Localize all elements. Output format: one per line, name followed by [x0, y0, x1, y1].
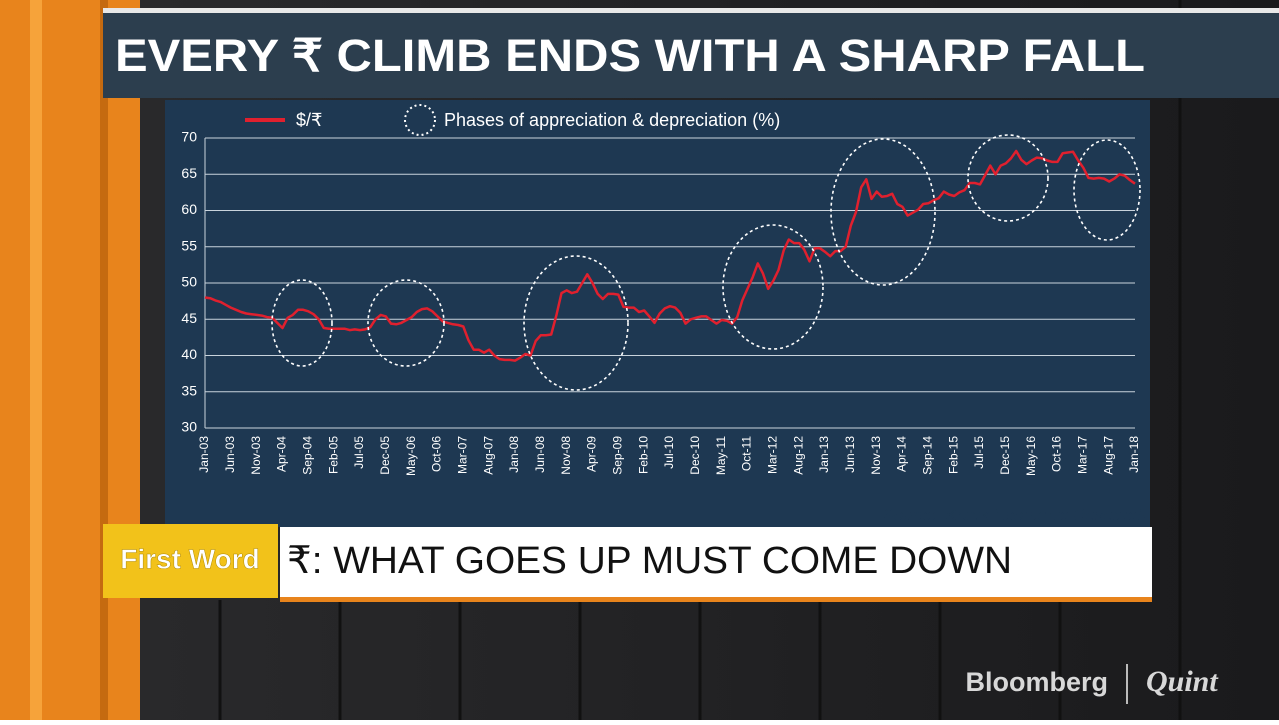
plot: 30 35 40 45 50 55 60 65 70 Jan-03 Jun-03 Nov-03 Apr-…	[181, 129, 1141, 476]
x-tick-label: Feb-10	[636, 436, 650, 474]
x-tick-label: Jun-08	[533, 436, 547, 473]
y-tick-label: 30	[181, 419, 197, 435]
x-tick-label: Aug-12	[791, 436, 805, 475]
y-tick-label: 60	[181, 201, 197, 217]
phase-circles	[271, 134, 1141, 391]
lower-third-text: ₹: WHAT GOES UP MUST COME DOWN	[287, 540, 1012, 582]
y-tick-label: 55	[181, 237, 197, 253]
x-tick-label: Aug-07	[481, 436, 495, 475]
source: Source: Kotak Economic Research	[882, 505, 1146, 524]
x-tick-label: Apr-14	[895, 436, 909, 472]
lower-third	[280, 527, 1152, 597]
y-tick-label: 40	[181, 346, 197, 362]
x-tick-label: Apr-04	[275, 436, 289, 472]
headline: EVERY ₹ CLIMB ENDS WITH A SHARP FALL	[115, 30, 1145, 81]
x-tick-label: Nov-03	[249, 436, 263, 475]
tag: First Word	[120, 543, 259, 574]
chart-panel	[165, 100, 1150, 527]
headline-rule	[103, 8, 1279, 13]
y-tick-label: 70	[181, 129, 197, 145]
legend-label: $/₹	[296, 110, 322, 130]
x-tick-label: Jul-10	[662, 436, 676, 469]
x-tick-label: Feb-15	[946, 436, 960, 474]
lower-third-rule	[280, 597, 1152, 602]
tag-box	[103, 524, 278, 598]
y-tick-label: 45	[181, 310, 197, 326]
x-tick-label: Sep-09	[611, 436, 625, 475]
x-tick-label: Dec-05	[378, 436, 392, 475]
x-tick-label: Sep-04	[301, 436, 315, 475]
headline-bar	[103, 12, 1279, 98]
x-tick-label: Jan-13	[817, 436, 831, 473]
logo-left: Bloomberg	[965, 667, 1108, 697]
x-tick-label: May-16	[1024, 436, 1038, 476]
pillar-highlight	[30, 0, 42, 720]
x-tick-label: Aug-17	[1101, 436, 1115, 475]
annotation-swatch	[404, 104, 436, 136]
annotation-label: Phases of appreciation & depreciation (%…	[444, 110, 780, 130]
x-tick-label: Oct-11	[740, 436, 754, 471]
x-tick-label: Apr-09	[585, 436, 599, 472]
x-tick-label: Jul-05	[352, 436, 366, 469]
pillar-edge	[100, 0, 108, 720]
x-tick-label: Jan-03	[197, 436, 211, 473]
x-tick-label: Sep-14	[921, 436, 935, 475]
wall-stripes	[218, 0, 1182, 720]
x-tick-label: Oct-06	[430, 436, 444, 472]
orange-pillar	[0, 0, 140, 720]
x-tick-label: Dec-10	[688, 436, 702, 475]
x-tick-label: Jan-18	[1127, 436, 1141, 473]
x-tick-label: Dec-15	[998, 436, 1012, 475]
y-tick-label: 50	[181, 274, 197, 290]
x-tick-label: Oct-16	[1050, 436, 1064, 472]
logo-right: Quint	[1146, 665, 1219, 698]
x-tick-label: Jul-15	[972, 436, 986, 469]
x-tick-label: Jun-13	[843, 436, 857, 473]
x-tick-label: Mar-07	[456, 436, 470, 474]
x-tick-label: Mar-17	[1076, 436, 1090, 474]
y-tick-label: 35	[181, 382, 197, 398]
x-tick-label: Jan-08	[507, 436, 521, 473]
x-tick-label: Mar-12	[766, 436, 780, 474]
series-line	[204, 149, 1136, 362]
x-tick-label: May-06	[404, 436, 418, 476]
y-tick-label: 65	[181, 165, 197, 181]
x-tick-label: Feb-05	[326, 436, 340, 474]
x-tick-label: Nov-13	[869, 436, 883, 475]
x-tick-label: Nov-08	[559, 436, 573, 475]
x-tick-label: Jun-03	[223, 436, 237, 473]
x-tick-label: May-11	[714, 436, 728, 475]
